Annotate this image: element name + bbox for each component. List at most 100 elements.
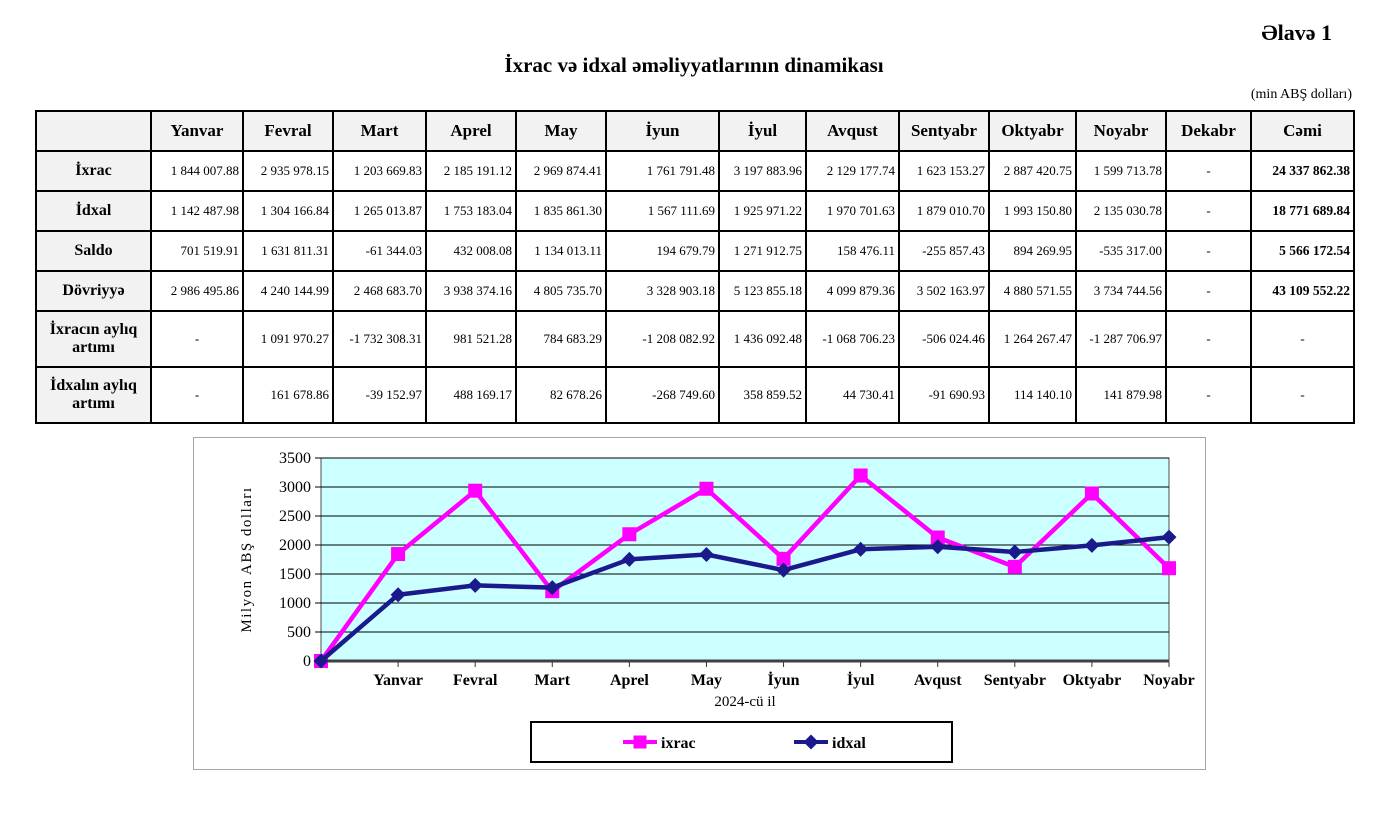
- plot-area: [320, 457, 1170, 662]
- table-cell: 1 271 912.75: [718, 230, 807, 272]
- table-cell: 4 099 879.36: [805, 270, 900, 312]
- table-cell: 24 337 862.38: [1250, 150, 1355, 192]
- y-tick-label: 2500: [279, 508, 311, 525]
- idxal-marker: [544, 580, 560, 596]
- table-cell: 4 805 735.70: [515, 270, 607, 312]
- table-cell: -: [150, 366, 244, 424]
- table-cell: 141 879.98: [1075, 366, 1167, 424]
- y-axis-title: Milyon ABŞ dolları: [239, 486, 255, 632]
- legend-marker-idxal: [803, 734, 819, 750]
- table-cell: 2 468 683.70: [332, 270, 427, 312]
- y-tick-label: 1000: [279, 595, 311, 612]
- table-row: İdxal 1 142 487.98 1 304 166.84 1 265 013.8…: [35, 190, 1355, 232]
- table-cell: -268 749.60: [605, 366, 720, 424]
- column-header: Noyabr: [1075, 110, 1167, 152]
- table-cell: 2 135 030.78: [1075, 190, 1167, 232]
- table-cell: 1 844 007.88: [150, 150, 244, 192]
- x-tick-label: May: [691, 672, 722, 689]
- table-cell: -: [150, 310, 244, 368]
- x-tick-label: Fevral: [453, 672, 498, 689]
- column-header: İyul: [718, 110, 807, 152]
- table-cell: -1 208 082.92: [605, 310, 720, 368]
- table-cell: 1 631 811.31: [242, 230, 334, 272]
- table-cell: -61 344.03: [332, 230, 427, 272]
- x-tick-label: Avqust: [914, 672, 962, 689]
- table-cell: 82 678.26: [515, 366, 607, 424]
- ixrac-marker: [1084, 486, 1099, 501]
- row-label: İdxalın aylıq artımı: [35, 366, 152, 424]
- table-cell: 1 599 713.78: [1075, 150, 1167, 192]
- table-cell: 2 935 978.15: [242, 150, 334, 192]
- table-header-row: Yanvar Fevral Mart Aprel May İyun İyul Avqust Se…: [35, 110, 1355, 152]
- table-cell: 1 436 092.48: [718, 310, 807, 368]
- export-import-table: Yanvar Fevral Mart Aprel May İyun İyul Avqust Se…: [35, 110, 1355, 424]
- table-cell: -: [1165, 150, 1252, 192]
- table-cell: 4 240 144.99: [242, 270, 334, 312]
- ixrac-marker: [1162, 561, 1176, 576]
- x-tick-label: Noyabr: [1143, 672, 1195, 689]
- x-axis-title: 2024-cü il: [714, 694, 775, 710]
- legend-label-ixrac: ixrac: [661, 735, 696, 752]
- dynamics-chart: 0 500 1000 1500 2000 2500 3000 3500 Yanvar Fevral…: [239, 450, 1195, 763]
- x-tick-label: Aprel: [610, 672, 649, 689]
- ixrac-series-line: [319, 473, 1171, 663]
- dynamics-chart-frame: 0 500 1000 1500 2000 2500 3000 3500 Yanvar Fevral…: [193, 437, 1206, 770]
- legend-box: [530, 721, 953, 763]
- x-tick-label: İyul: [847, 670, 875, 689]
- table-cell: 701 519.91: [150, 230, 244, 272]
- ixrac-marker: [930, 530, 945, 545]
- idxal-marker: [1161, 529, 1177, 545]
- table-cell: -39 152.97: [332, 366, 427, 424]
- row-label: İxrac: [35, 150, 152, 192]
- table-cell: 1 835 861.30: [515, 190, 607, 232]
- table-cell: 18 771 689.84: [1250, 190, 1355, 232]
- column-header: Cəmi: [1250, 110, 1355, 152]
- table-cell: -535 317.00: [1075, 230, 1167, 272]
- table-cell: 1 264 267.47: [988, 310, 1077, 368]
- ixrac-marker: [391, 547, 406, 562]
- table-row: Dövriyyə 2 986 495.86 4 240 144.99 2 468 68…: [35, 270, 1355, 312]
- ixrac-marker: [1007, 559, 1022, 574]
- column-header: Dekabr: [1165, 110, 1252, 152]
- x-tick-label: Mart: [535, 672, 571, 689]
- y-tick-label: 1500: [279, 566, 311, 583]
- table-cell: 358 859.52: [718, 366, 807, 424]
- table-cell: -: [1165, 190, 1252, 232]
- ixrac-marker: [468, 483, 483, 498]
- column-header: Mart: [332, 110, 427, 152]
- table-cell: -: [1165, 230, 1252, 272]
- table-cell: -1 287 706.97: [1075, 310, 1167, 368]
- table-cell: 488 169.17: [425, 366, 517, 424]
- x-tick-label: Sentyabr: [984, 672, 1046, 689]
- idxal-marker: [1084, 537, 1100, 553]
- idxal-marker: [313, 653, 329, 669]
- column-header: Oktyabr: [988, 110, 1077, 152]
- table-cell: 3 197 883.96: [718, 150, 807, 192]
- idxal-marker: [930, 539, 946, 555]
- table-cell: 894 269.95: [988, 230, 1077, 272]
- table-cell: 784 683.29: [515, 310, 607, 368]
- y-tick-label: 2000: [279, 537, 311, 554]
- column-header: Fevral: [242, 110, 334, 152]
- column-header: Yanvar: [150, 110, 244, 152]
- table-cell: 1 203 669.83: [332, 150, 427, 192]
- table-cell: 2 969 874.41: [515, 150, 607, 192]
- column-header: Sentyabr: [898, 110, 990, 152]
- table-cell: 43 109 552.22: [1250, 270, 1355, 312]
- ixrac-marker: [853, 468, 868, 483]
- table-cell: 3 734 744.56: [1075, 270, 1167, 312]
- table-cell: 432 008.08: [425, 230, 517, 272]
- x-tick-label: Oktyabr: [1063, 672, 1122, 689]
- table-cell: 3 328 903.18: [605, 270, 720, 312]
- idxal-marker: [1007, 544, 1023, 560]
- table-cell: -91 690.93: [898, 366, 990, 424]
- table-cell: 2 129 177.74: [805, 150, 900, 192]
- y-tick-label: 0: [303, 653, 311, 670]
- row-label: Dövriyyə: [35, 270, 152, 312]
- table-cell: 1 304 166.84: [242, 190, 334, 232]
- table-cell: -: [1165, 310, 1252, 368]
- corner-header-cell: [35, 110, 152, 152]
- y-tick-label: 500: [287, 624, 311, 641]
- row-label: İdxal: [35, 190, 152, 232]
- table-cell: 4 880 571.55: [988, 270, 1077, 312]
